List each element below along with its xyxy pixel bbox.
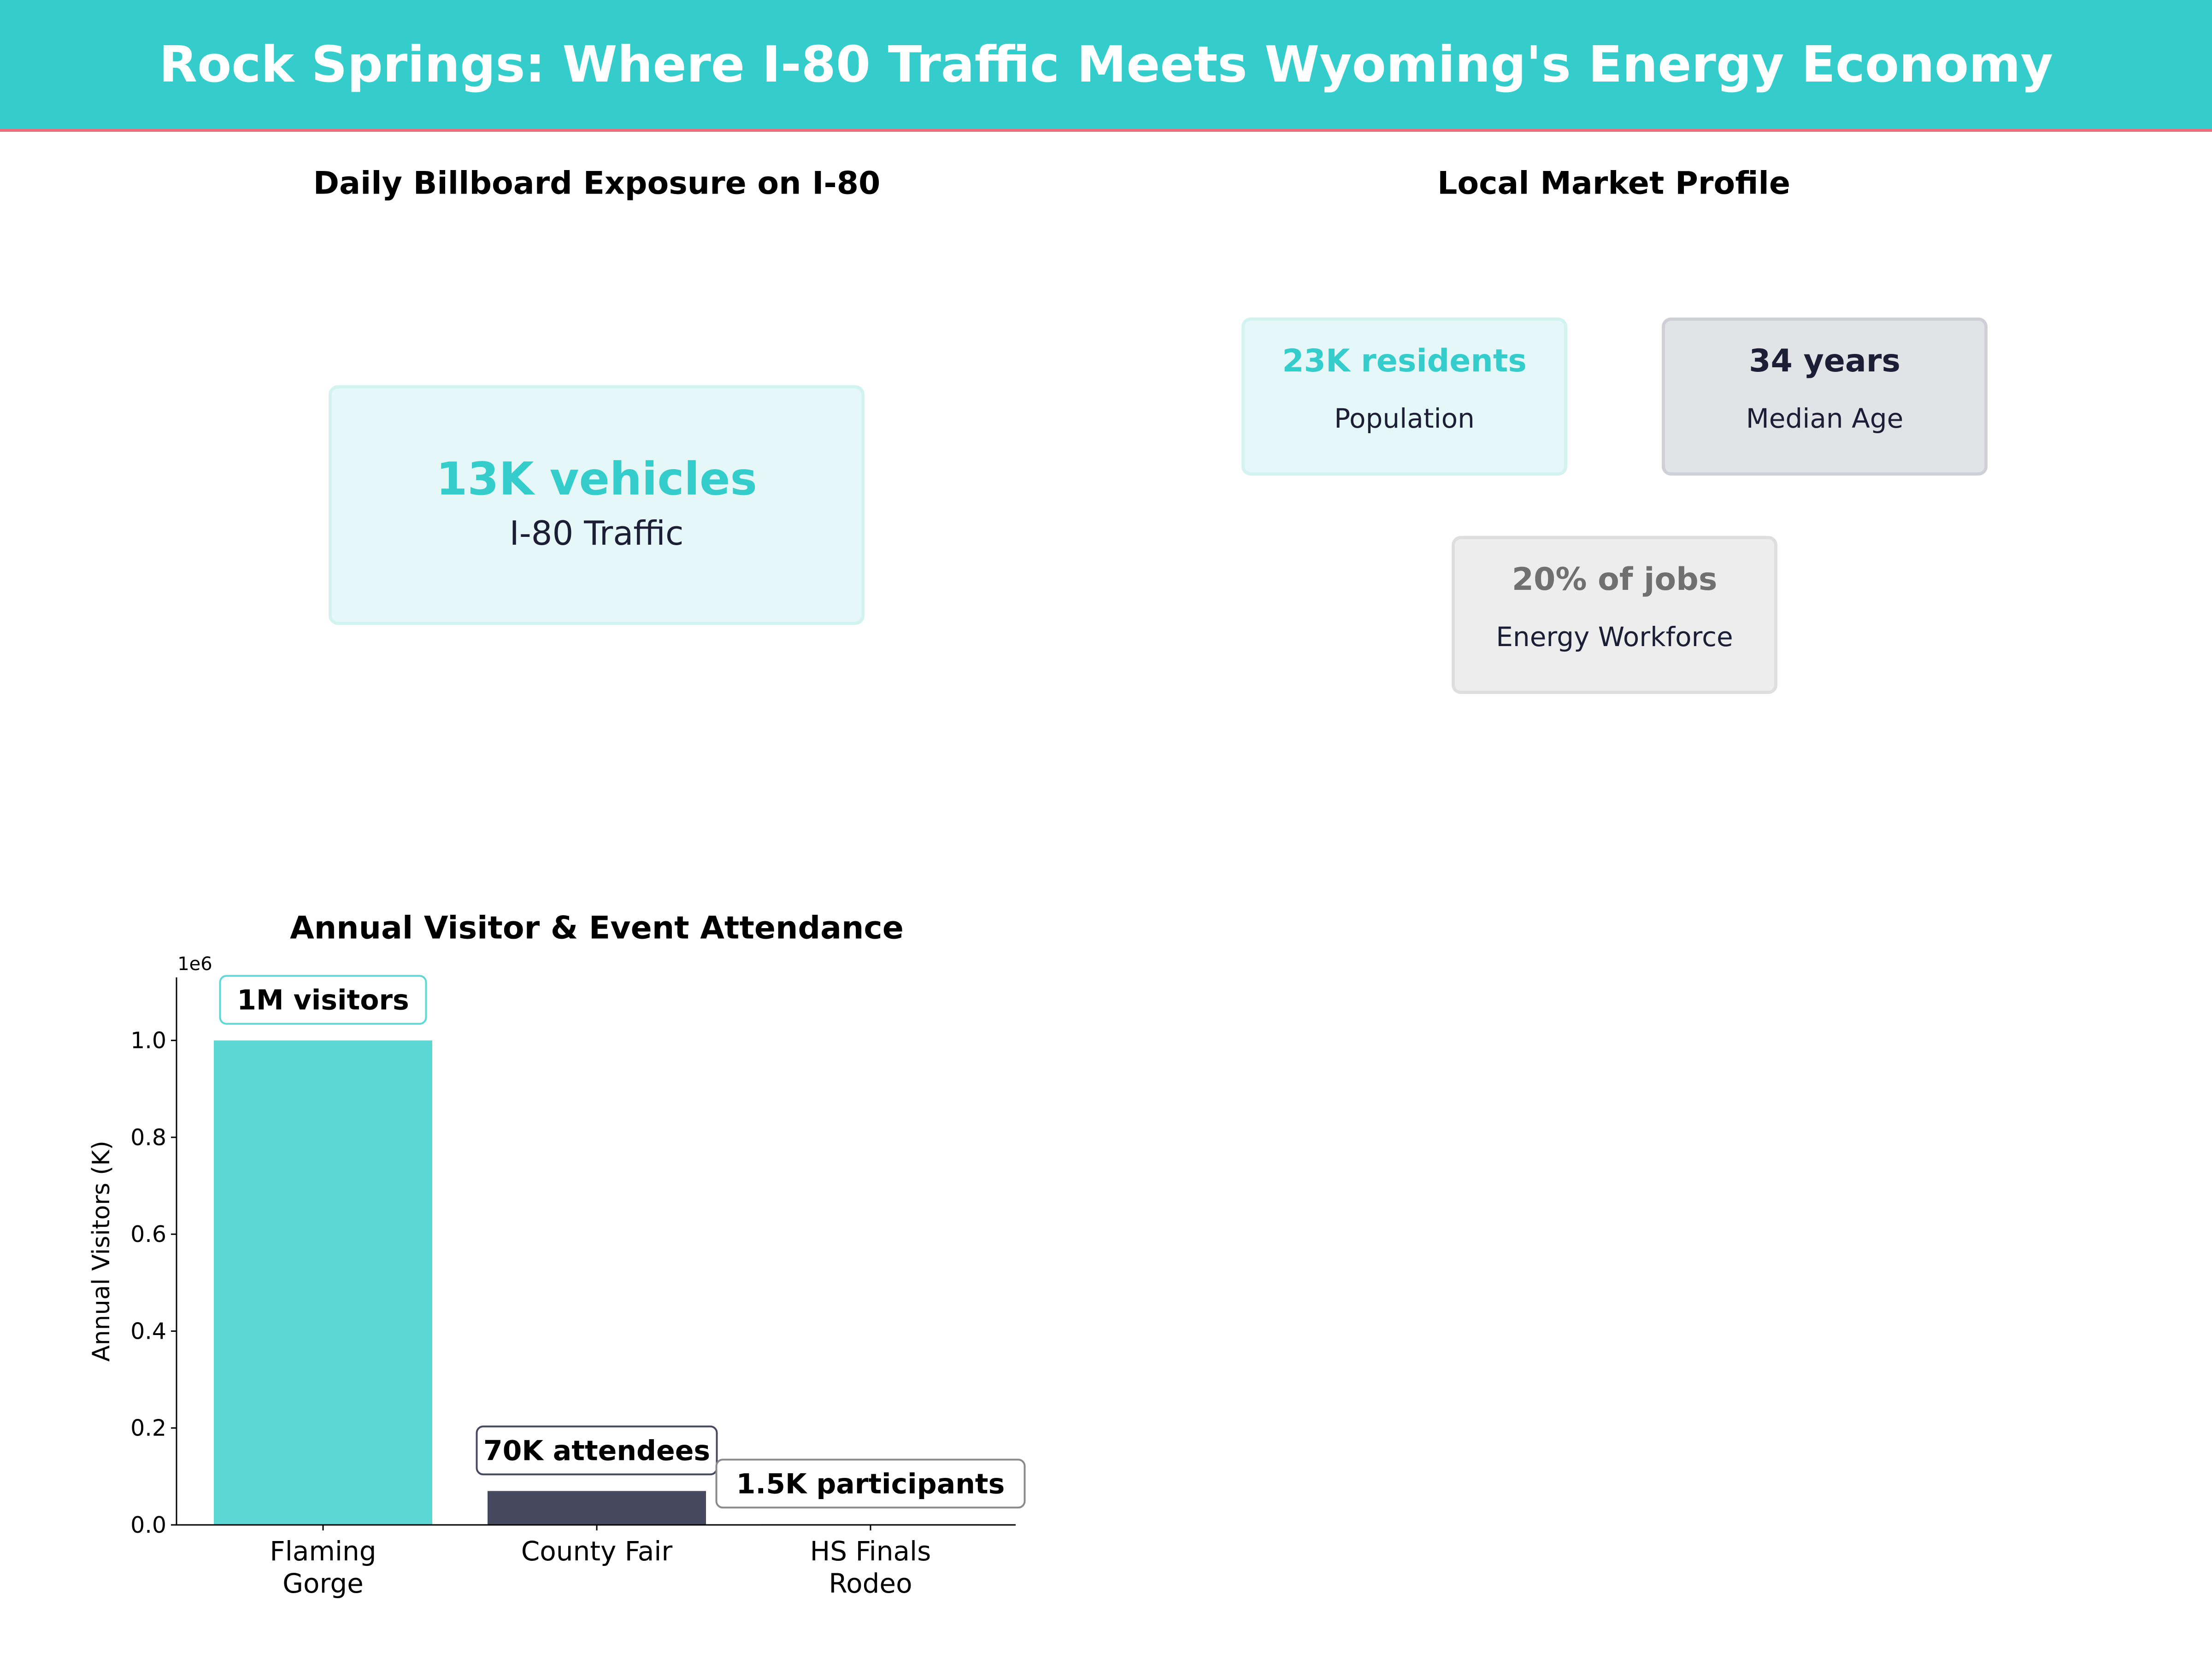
y-tick-label: 0.6 — [130, 1221, 166, 1247]
x-tick-label: Flaming Gorge — [270, 1535, 376, 1599]
median-age-label: Median Age — [1746, 403, 1904, 434]
y-tick-label: 0.4 — [130, 1318, 166, 1344]
bar-1 — [488, 1491, 706, 1525]
bar-2 — [761, 1524, 980, 1525]
median-age-value: 34 years — [1749, 343, 1900, 379]
traffic-stat-card: 13K vehicles I-80 Traffic — [329, 385, 865, 625]
bar-0 — [214, 1040, 432, 1525]
energy-workforce-card: 20% of jobs Energy Workforce — [1452, 536, 1777, 694]
y-tick-label: 0.8 — [130, 1124, 166, 1151]
y-offset-label: 1e6 — [177, 953, 212, 975]
y-tick-label: 0.0 — [130, 1512, 166, 1538]
energy-workforce-value: 20% of jobs — [1512, 561, 1718, 598]
y-tick-label: 0.2 — [130, 1415, 166, 1441]
y-tick-label: 1.0 — [130, 1028, 166, 1054]
profile-title: Local Market Profile — [1437, 165, 1790, 202]
median-age-card: 34 years Median Age — [1662, 318, 1988, 476]
traffic-value: 13K vehicles — [436, 453, 757, 506]
annotation-label-0: 1M visitors — [237, 984, 409, 1017]
x-tick-label: County Fair — [521, 1535, 673, 1567]
population-value: 23K residents — [1282, 343, 1527, 379]
population-card: 23K residents Population — [1241, 318, 1567, 476]
energy-workforce-label: Energy Workforce — [1496, 621, 1733, 653]
exposure-title: Daily Billboard Exposure on I-80 — [313, 165, 881, 202]
page-title: Rock Springs: Where I-80 Traffic Meets W… — [159, 35, 2053, 94]
population-label: Population — [1334, 403, 1475, 434]
y-axis-label: Annual Visitors (K) — [88, 1141, 115, 1362]
traffic-label: I-80 Traffic — [509, 514, 684, 553]
annotation-box-0 — [219, 975, 427, 1025]
annotation-box-1 — [476, 1425, 718, 1476]
chart-title: Annual Visitor & Event Attendance — [290, 910, 904, 947]
annotation-label-1: 70K attendees — [483, 1435, 710, 1467]
annotation-box-2 — [715, 1459, 1026, 1509]
header-banner: Rock Springs: Where I-80 Traffic Meets W… — [0, 0, 2212, 132]
annotation-label-2: 1.5K participants — [736, 1468, 1005, 1500]
x-tick-label: HS Finals Rodeo — [810, 1535, 931, 1599]
